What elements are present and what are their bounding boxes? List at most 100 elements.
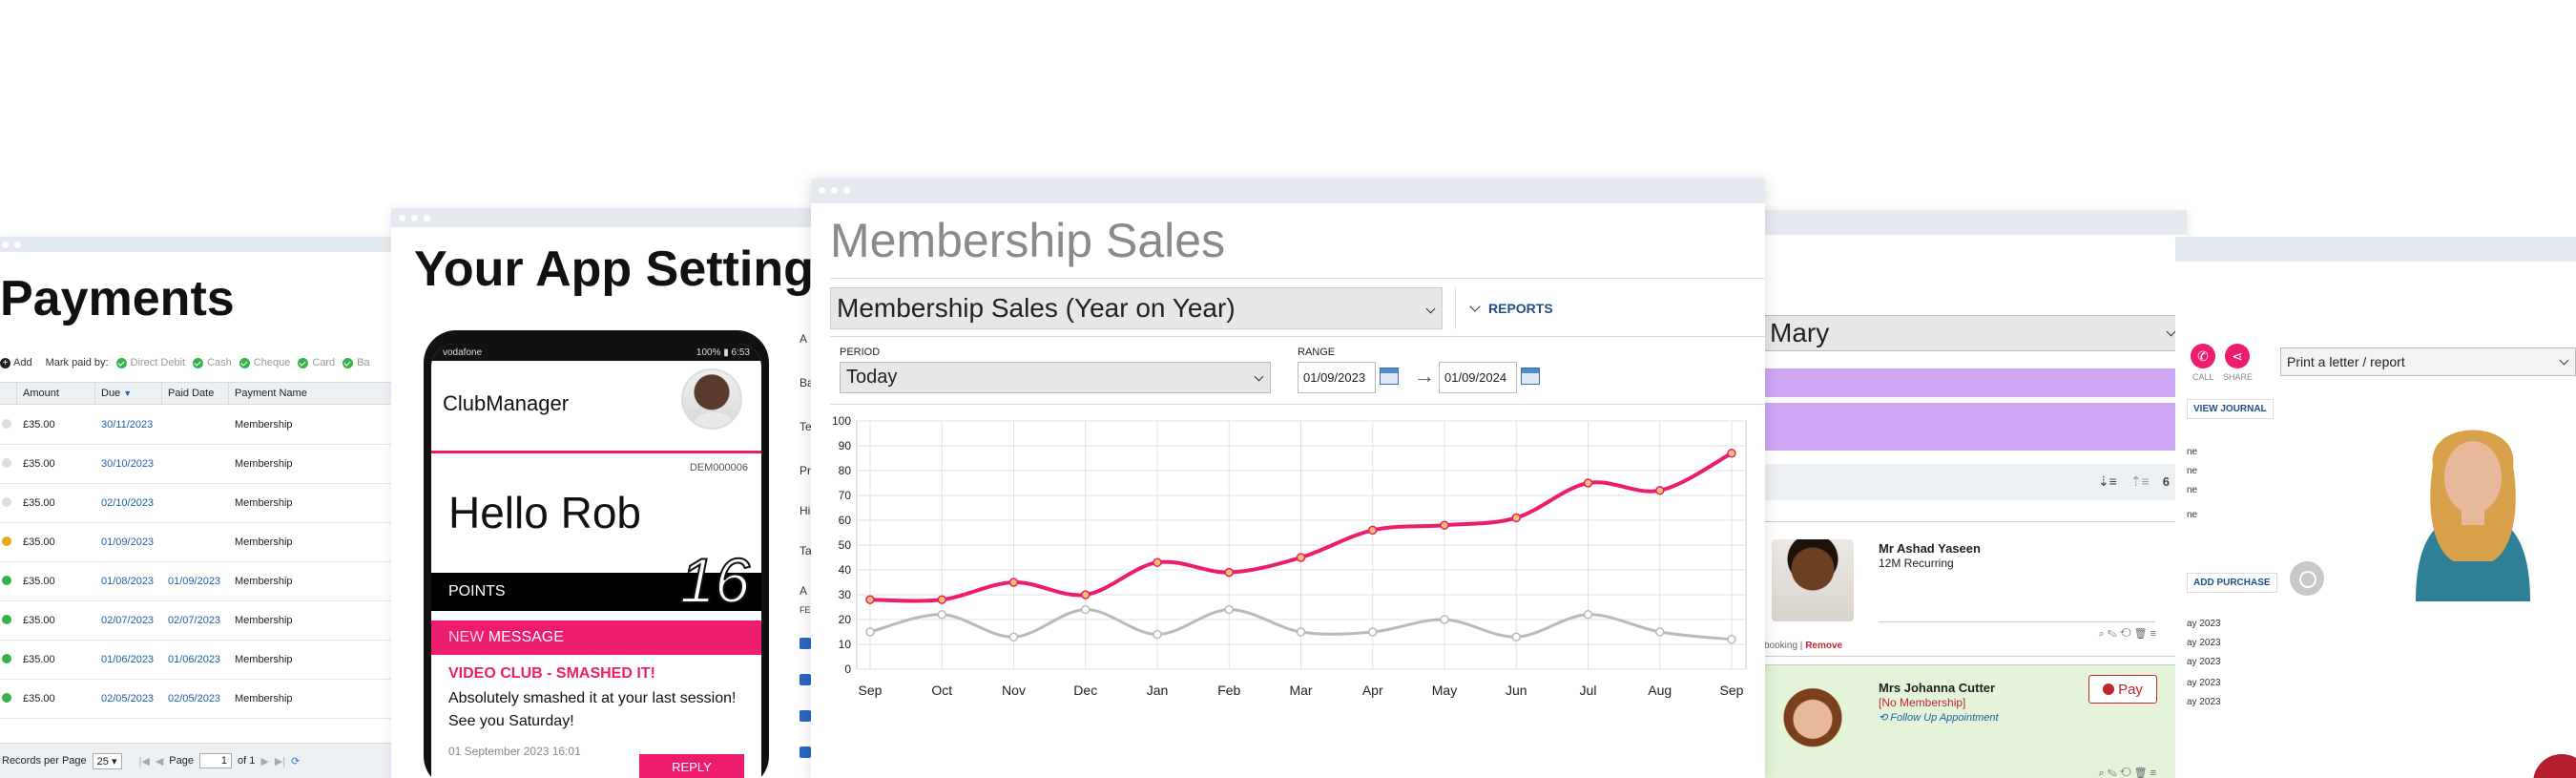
range-from-input[interactable]: 01/09/2023: [1298, 362, 1376, 393]
prev-page-icon[interactable]: ◀: [155, 755, 164, 767]
add-purchase-button[interactable]: ADD PURCHASE: [2187, 573, 2277, 593]
calendar-icon[interactable]: [1521, 368, 1540, 385]
range-to-input[interactable]: 01/09/2024: [1439, 362, 1517, 393]
due-cell[interactable]: 02/05/2023: [101, 693, 155, 704]
series-point-2: [1008, 632, 1019, 641]
contact-photo-image: [2378, 399, 2568, 601]
clock: 6:53: [731, 347, 750, 358]
membership-sales-chart: 0 10 20 30 40 50 60 70 80 90 100 Sep Oct Nov Dec Jan Feb…: [832, 414, 1747, 698]
message-title: VIDEO CLUB - SMASHED IT!: [448, 665, 655, 682]
records-per-page-select[interactable]: 25 ▾: [92, 752, 122, 769]
series-point-2: [1655, 627, 1665, 637]
delete-icon[interactable]: 🗑: [2133, 628, 2150, 640]
member-photo: [1772, 539, 1854, 621]
status-icon: [2, 692, 11, 703]
table-row[interactable]: £35.00 01/08/2023 01/09/2023 Membership: [0, 562, 393, 601]
due-cell[interactable]: 02/10/2023: [101, 497, 155, 509]
app-settings-window: Your App Settings A Ba Te Pr Hi Ta A FE …: [391, 208, 826, 778]
reports-button[interactable]: REPORTS: [1455, 287, 1553, 329]
amount-cell: £35.00: [23, 693, 55, 704]
last-page-icon[interactable]: ▶|: [274, 755, 286, 767]
search-icon[interactable]: ⌕: [2098, 628, 2108, 640]
history-icon[interactable]: ⟲: [2119, 767, 2134, 778]
settings-checkbox[interactable]: [800, 746, 811, 758]
history-icon[interactable]: ⟲: [2119, 628, 2134, 640]
mark-paid-card[interactable]: Card: [298, 357, 335, 368]
table-row[interactable]: £35.00 02/05/2023 02/05/2023 Membership: [0, 680, 393, 719]
paid-date-cell[interactable]: 01/09/2023: [168, 576, 221, 587]
member-select[interactable]: Mary: [1763, 315, 2183, 351]
add-button[interactable]: + Add: [0, 357, 32, 368]
settings-checkbox[interactable]: [800, 638, 811, 649]
check-icon: [298, 357, 309, 368]
column-header-amount[interactable]: Amount: [17, 383, 95, 404]
sort-alpha-icon[interactable]: ⇡≡: [2129, 473, 2150, 489]
column-header-payment-name[interactable]: Payment Name: [235, 388, 307, 399]
first-page-icon[interactable]: |◀: [138, 755, 150, 767]
x-tick-label: Jun: [1506, 683, 1527, 698]
report-select[interactable]: Membership Sales (Year on Year): [830, 287, 1443, 329]
page-title: Payments: [0, 271, 235, 326]
due-cell[interactable]: 30/10/2023: [101, 458, 155, 470]
period-select[interactable]: Today: [840, 362, 1271, 393]
window-titlebar: [1752, 210, 2187, 235]
range-arrow: →: [1414, 364, 1435, 388]
due-cell[interactable]: 01/08/2023: [101, 576, 155, 587]
mark-paid-label: Mark paid by:: [45, 357, 109, 368]
due-cell[interactable]: 30/11/2023: [101, 419, 154, 431]
follow-up-link[interactable]: Follow Up Appointment: [1890, 712, 1999, 724]
menu-icon[interactable]: ≡: [2150, 628, 2159, 640]
due-cell[interactable]: 02/07/2023: [101, 615, 155, 626]
table-row[interactable]: £35.00 30/10/2023 Membership: [0, 445, 393, 484]
series-point-2: [1296, 627, 1306, 637]
paid-date-cell[interactable]: 02/05/2023: [168, 693, 221, 704]
y-tick-label: 20: [839, 613, 852, 626]
mark-paid-bank[interactable]: Ba: [343, 357, 370, 368]
calendar-icon[interactable]: [1380, 368, 1399, 385]
settings-checkbox[interactable]: [800, 674, 811, 685]
series-point-2: [1153, 629, 1162, 640]
call-button[interactable]: ✆: [2191, 344, 2215, 368]
member-card[interactable]: Mr Ashad Yaseen 12M Recurring booking | …: [1763, 521, 2177, 657]
view-journal-button[interactable]: VIEW JOURNAL: [2187, 399, 2274, 419]
column-header-due[interactable]: Due ▼: [95, 383, 162, 404]
refresh-icon[interactable]: ⟳: [291, 755, 301, 767]
pay-button[interactable]: Pay: [2088, 675, 2157, 704]
table-row[interactable]: £35.00 01/06/2023 01/06/2023 Membership: [0, 641, 393, 680]
column-header-paid-date[interactable]: Paid Date: [162, 383, 229, 404]
next-page-icon[interactable]: ▶: [260, 755, 269, 767]
sort-desc-icon[interactable]: ⇣≡: [2097, 473, 2117, 489]
status-dot: [0, 496, 17, 510]
due-cell[interactable]: 01/06/2023: [101, 654, 155, 665]
member-card[interactable]: Mrs Johanna Cutter [No Membership] ⟲ Fol…: [1763, 664, 2177, 778]
table-row[interactable]: £35.00 30/11/2023 Membership: [0, 406, 393, 445]
edit-icon[interactable]: ✎: [2107, 628, 2120, 640]
menu-icon[interactable]: ≡: [2150, 767, 2159, 778]
page-input[interactable]: 1: [199, 753, 232, 768]
status-icon: [2, 457, 11, 468]
search-icon[interactable]: ⌕: [2098, 767, 2108, 778]
share-button[interactable]: ⋖: [2225, 344, 2250, 368]
edit-icon[interactable]: ✎: [2107, 767, 2120, 778]
reply-button[interactable]: REPLY: [639, 754, 744, 778]
share-icon: ⋖: [2232, 348, 2243, 364]
status-icon: [2, 653, 11, 663]
print-letter-select[interactable]: Print a letter / report: [2280, 347, 2576, 376]
series-point-2: [1583, 610, 1593, 620]
table-row[interactable]: £35.00 02/10/2023 Membership: [0, 484, 393, 523]
settings-checkbox[interactable]: [800, 710, 811, 722]
mark-paid-cash[interactable]: Cash: [193, 357, 232, 368]
mark-paid-cheque[interactable]: Cheque: [239, 357, 290, 368]
carrier: vodafone: [443, 347, 483, 358]
remove-link[interactable]: Remove: [1805, 641, 1843, 651]
mark-paid-direct-debit[interactable]: Direct Debit: [115, 357, 185, 368]
due-cell[interactable]: 01/09/2023: [101, 536, 155, 548]
paid-date-cell[interactable]: 01/06/2023: [168, 654, 221, 665]
webcam-icon[interactable]: [2290, 561, 2324, 596]
paid-date-cell[interactable]: 02/07/2023: [168, 615, 221, 626]
delete-icon[interactable]: 🗑: [2133, 767, 2150, 778]
table-row[interactable]: £35.00 02/07/2023 02/07/2023 Membership: [0, 601, 393, 641]
battery: 100%: [696, 347, 721, 358]
divider: [830, 336, 1765, 337]
table-row[interactable]: £35.00 01/09/2023 Membership: [0, 523, 393, 562]
